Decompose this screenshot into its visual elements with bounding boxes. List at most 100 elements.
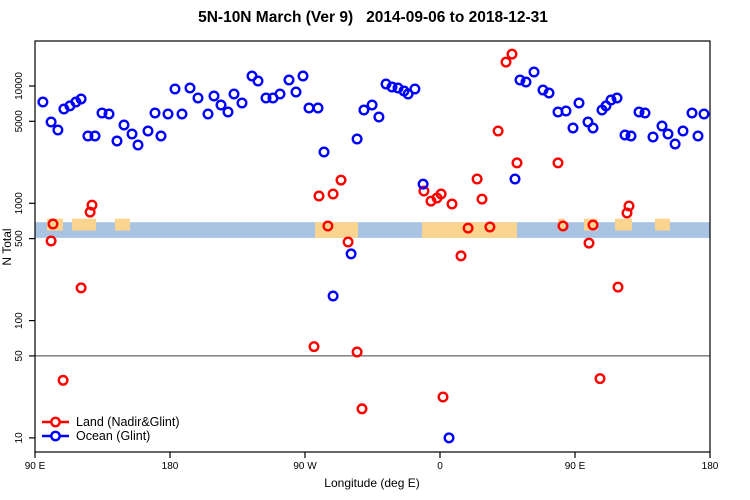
ocean-point bbox=[698, 108, 710, 120]
land-point bbox=[476, 193, 488, 205]
ocean-point bbox=[567, 122, 579, 134]
y-tick-label: 50 bbox=[14, 350, 25, 362]
land-point bbox=[327, 188, 339, 200]
land-point bbox=[86, 199, 98, 211]
ocean-point bbox=[215, 99, 227, 111]
ocean-point bbox=[318, 146, 330, 158]
ocean-point bbox=[509, 173, 521, 185]
land-point bbox=[594, 373, 606, 385]
ocean-point bbox=[37, 96, 49, 108]
ocean-point bbox=[351, 133, 363, 145]
land-point bbox=[583, 237, 595, 249]
land-point bbox=[418, 185, 430, 197]
ocean-point bbox=[692, 130, 704, 142]
legend-ocean-label: Ocean (Glint) bbox=[76, 429, 150, 443]
y-tick-label: 10 bbox=[14, 432, 25, 444]
ocean-point bbox=[669, 138, 681, 150]
land-point bbox=[342, 236, 354, 248]
ocean-point bbox=[89, 130, 101, 142]
ocean-point bbox=[633, 106, 645, 118]
land-point bbox=[313, 190, 325, 202]
latitude-map-band bbox=[35, 218, 710, 238]
ocean-point bbox=[75, 93, 87, 105]
y-tick-label: 1000 bbox=[14, 192, 25, 215]
ocean-point bbox=[155, 130, 167, 142]
ocean-point bbox=[528, 66, 540, 78]
map-land-philippines-2 bbox=[615, 218, 632, 231]
y-tick-label: 5000 bbox=[14, 110, 25, 133]
x-tick-label: 0 bbox=[437, 461, 443, 472]
data-points-layer bbox=[37, 48, 710, 444]
land-point bbox=[587, 219, 599, 231]
ocean-point bbox=[560, 105, 572, 117]
ocean-point bbox=[611, 92, 623, 104]
land-point bbox=[75, 282, 87, 294]
land-point bbox=[322, 220, 334, 232]
ocean-point bbox=[303, 102, 315, 114]
map-land-borneo-philippines bbox=[72, 218, 97, 231]
ocean-point bbox=[297, 70, 309, 82]
ocean-point bbox=[176, 108, 188, 120]
land-point bbox=[511, 157, 523, 169]
land-point bbox=[45, 235, 57, 247]
ocean-point bbox=[169, 83, 181, 95]
land-point bbox=[500, 56, 512, 68]
land-point bbox=[557, 220, 569, 232]
land-point bbox=[47, 218, 59, 230]
ocean-point bbox=[52, 124, 64, 136]
map-land-india-sri-lanka bbox=[558, 218, 565, 231]
chart-title: 5N-10N March (Ver 9) 2014-09-06 to 2018-… bbox=[198, 9, 548, 26]
map-land-south-america bbox=[315, 222, 358, 238]
ocean-point bbox=[386, 81, 398, 93]
ocean-point bbox=[149, 107, 161, 119]
ocean-point bbox=[45, 116, 57, 128]
ocean-point bbox=[366, 99, 378, 111]
ocean-point bbox=[260, 92, 272, 104]
ocean-point bbox=[283, 74, 295, 86]
ocean-point bbox=[132, 139, 144, 151]
ocean-point bbox=[327, 290, 339, 302]
ocean-point bbox=[82, 130, 94, 142]
ocean-point bbox=[103, 108, 115, 120]
map-land-caroline-islands-2 bbox=[654, 218, 670, 231]
land-point bbox=[356, 403, 368, 415]
land-point bbox=[612, 281, 624, 293]
ocean-point bbox=[202, 108, 214, 120]
ocean-point bbox=[662, 128, 674, 140]
ocean-point bbox=[573, 97, 585, 109]
ocean-point bbox=[142, 125, 154, 137]
land-point bbox=[462, 222, 474, 234]
ocean-point bbox=[443, 432, 455, 444]
ocean-point bbox=[358, 104, 370, 116]
legend-ocean-marker bbox=[50, 430, 61, 442]
y-tick-label: 500 bbox=[14, 230, 25, 247]
land-point bbox=[308, 341, 320, 353]
land-point bbox=[492, 125, 504, 137]
land-point bbox=[552, 157, 564, 169]
legend-land-marker bbox=[50, 416, 61, 428]
map-ocean-strip bbox=[35, 222, 710, 238]
land-point bbox=[351, 346, 363, 358]
x-tick-label: 180 bbox=[162, 461, 179, 472]
ocean-point bbox=[677, 125, 689, 137]
legend-land-label: Land (Nadir&Glint) bbox=[76, 415, 180, 429]
ocean-point bbox=[290, 86, 302, 98]
land-point bbox=[471, 173, 483, 185]
y-tick-label: 100 bbox=[14, 312, 25, 329]
land-point bbox=[455, 250, 467, 262]
x-tick-label: 180 bbox=[702, 461, 719, 472]
ocean-point bbox=[373, 111, 385, 123]
axes-layer: 90 E 180 90 W 0 90 E 180 10 50 100 500 1000 5000 100… bbox=[14, 72, 719, 472]
ocean-point bbox=[625, 130, 637, 142]
ocean-point bbox=[312, 102, 324, 114]
y-tick-label: 10000 bbox=[14, 72, 25, 100]
ocean-point bbox=[543, 87, 555, 99]
x-tick-label: 90 E bbox=[565, 461, 586, 472]
land-point bbox=[437, 391, 449, 403]
land-point bbox=[446, 198, 458, 210]
ocean-point bbox=[96, 107, 108, 119]
land-point bbox=[335, 174, 347, 186]
ocean-point bbox=[274, 88, 286, 100]
ocean-point bbox=[409, 83, 421, 95]
